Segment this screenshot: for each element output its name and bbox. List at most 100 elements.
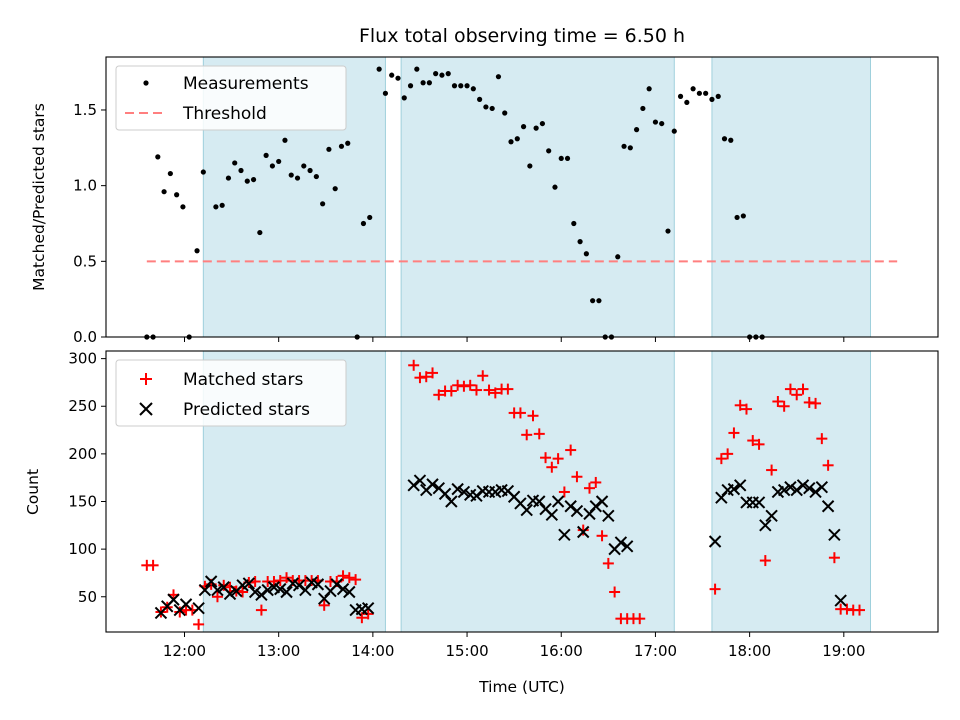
measurement-point [489, 105, 495, 112]
measurement-point [401, 95, 407, 101]
matched-stars-point [634, 613, 646, 625]
bottom-y-tick-label: 150 [68, 493, 97, 511]
predicted-stars-point [223, 587, 237, 601]
matched-stars-point [445, 385, 457, 397]
predicted-stars-point [595, 495, 609, 508]
matched-stars-point [237, 586, 249, 598]
predicted-stars-point [551, 495, 565, 508]
measurement-point [238, 167, 244, 174]
x-tick-label: 14:00 [351, 642, 394, 660]
matched-stars-point [728, 427, 740, 439]
matched-stars-point [362, 608, 374, 620]
measurement-point [646, 86, 652, 92]
measurement-point [671, 128, 677, 134]
measurement-point [426, 80, 432, 86]
measurement-point [367, 214, 373, 221]
predicted-stars-point [336, 582, 350, 596]
measurement-point [389, 72, 395, 78]
measurement-point [180, 204, 186, 210]
measurement-point [439, 72, 445, 78]
matched-stars-point [343, 572, 355, 584]
measurement-point [345, 140, 351, 146]
measurement-point [458, 83, 464, 89]
matched-stars-point [822, 459, 834, 471]
top-y-tick-label: 0.5 [73, 252, 97, 270]
measurement-point [577, 239, 583, 245]
x-tick-label: 13:00 [257, 642, 300, 660]
matched-stars-point [740, 403, 752, 415]
measurement-point [527, 163, 533, 169]
top-data-marks [144, 66, 898, 340]
bottom-y-tick-label: 200 [68, 445, 97, 463]
measurement-point [161, 189, 167, 195]
matched-stars-point [810, 397, 822, 409]
matched-stars-point [577, 524, 589, 536]
measurement-point [219, 202, 225, 208]
matched-stars-point [483, 384, 495, 396]
matched-stars-point [596, 530, 608, 542]
predicted-stars-point [803, 481, 816, 495]
x-tick-label: 15:00 [445, 642, 488, 660]
legend-matched-label: Matched stars [183, 370, 303, 390]
predicted-stars-point [545, 508, 559, 522]
matched-stars-point [514, 407, 526, 419]
predicted-stars-point [255, 588, 268, 602]
predicted-stars-point [727, 482, 741, 496]
measurement-point [633, 127, 640, 133]
predicted-stars-point [815, 481, 829, 494]
measurement-point [477, 96, 483, 102]
matched-stars-point [609, 586, 621, 598]
matched-stars-point [709, 583, 721, 595]
measurement-point [596, 298, 602, 304]
matched-stars-point [772, 395, 784, 407]
measurement-point [696, 90, 702, 96]
measurement-point [690, 86, 696, 92]
bottom-y-tick-label: 50 [78, 588, 97, 606]
predicted-stars-point [752, 496, 766, 509]
predicted-stars-point [343, 585, 356, 599]
matched-stars-point [759, 555, 771, 567]
measurement-point [200, 169, 206, 175]
predicted-stars-point [809, 485, 822, 499]
predicted-stars-point [261, 583, 274, 597]
predicted-stars-point [361, 601, 375, 615]
measurement-point [470, 86, 476, 92]
legend-threshold-label: Threshold [182, 104, 267, 124]
predicted-stars-point [451, 482, 464, 496]
measurement-point [174, 192, 180, 198]
measurement-point [451, 83, 458, 89]
measurement-point [520, 124, 527, 130]
predicted-stars-point [570, 504, 584, 518]
measurement-point [652, 119, 659, 125]
matched-stars-point [218, 579, 230, 591]
predicted-stars-point [790, 483, 803, 497]
measurement-point [376, 66, 382, 72]
measurement-point [395, 75, 401, 81]
measurement-point [338, 143, 345, 149]
measurement-point [155, 154, 161, 160]
predicted-stars-point [733, 479, 747, 492]
measurement-point [590, 298, 596, 304]
predicted-stars-point [828, 528, 841, 542]
bottom-y-tick-label: 250 [68, 397, 97, 415]
predicted-stars-point [192, 601, 205, 615]
top-y-axis-label: Matched/Predicted stars [30, 103, 48, 291]
predicted-stars-point [204, 575, 218, 588]
measurement-point [709, 96, 715, 102]
top-y-axis: 0.0 0.5 1.0 1.5 [73, 101, 106, 346]
predicted-stars-point [777, 483, 791, 497]
predicted-stars-point [759, 519, 772, 532]
x-axis-label: Time (UTC) [478, 678, 565, 696]
measurement-point [307, 167, 313, 174]
matched-stars-point [540, 452, 552, 464]
top-y-tick-label: 0.0 [73, 328, 97, 346]
matched-stars-point [816, 433, 828, 445]
predicted-stars-point [564, 500, 577, 513]
predicted-stars-point [834, 594, 847, 607]
predicted-stars-point [211, 583, 224, 597]
measurement-point [407, 83, 414, 89]
legend-predicted-marker [139, 402, 153, 416]
predicted-stars-point [330, 578, 343, 591]
top-observing-band-2 [400, 56, 675, 338]
